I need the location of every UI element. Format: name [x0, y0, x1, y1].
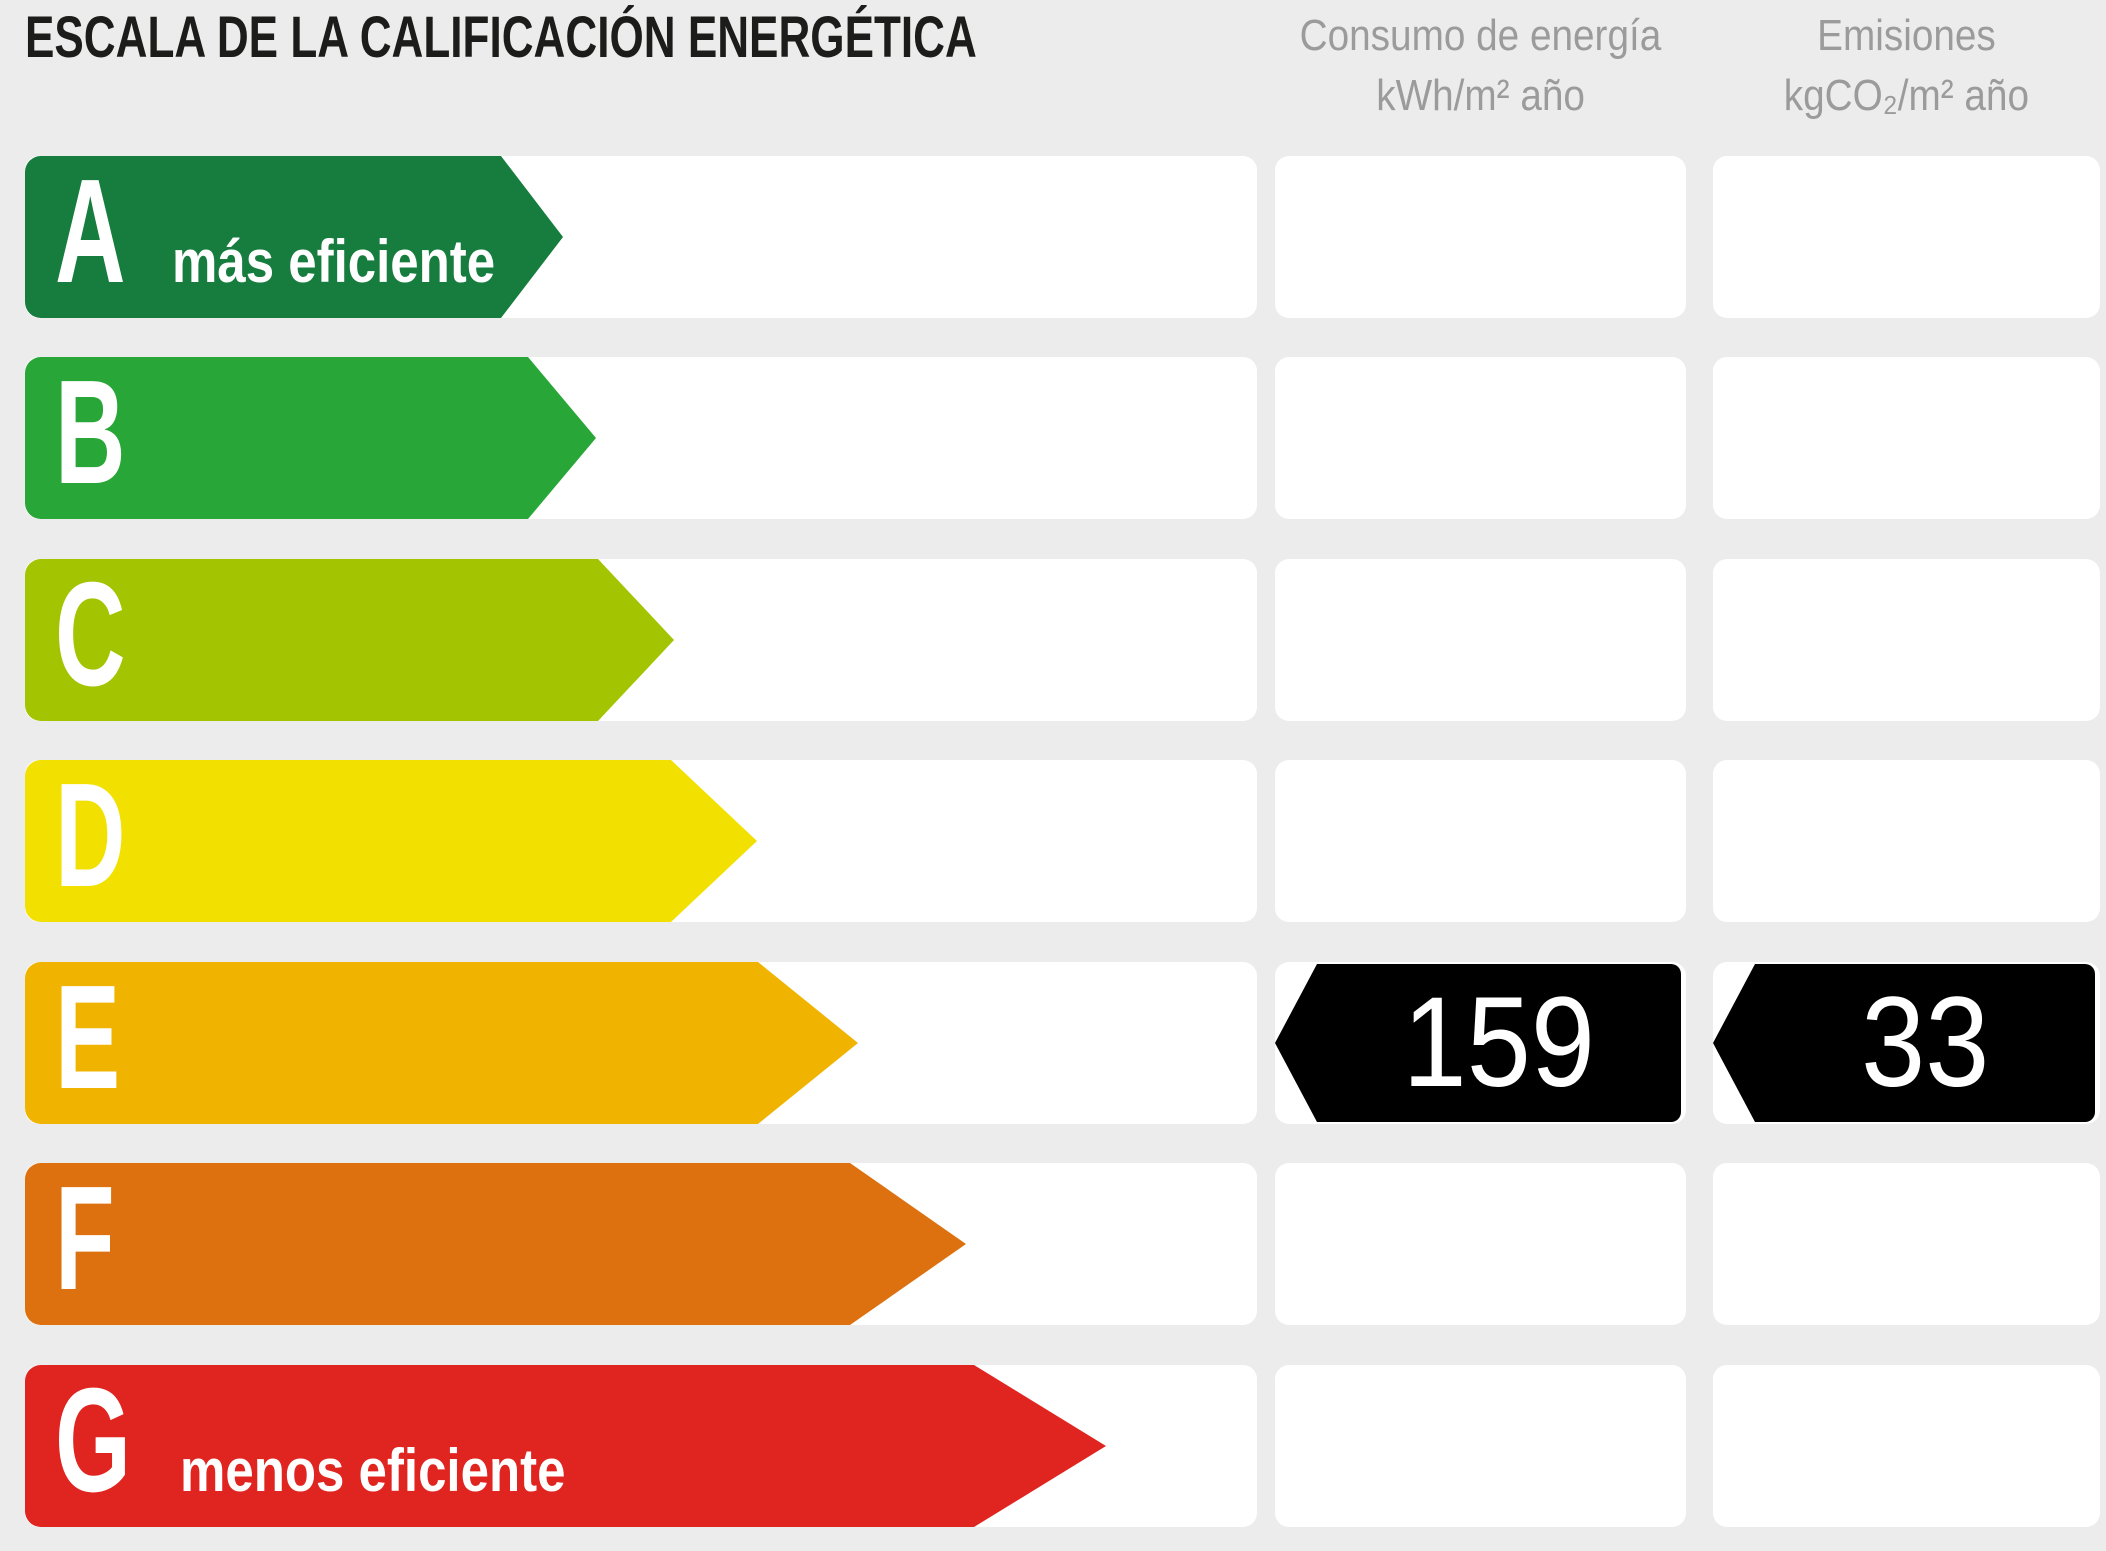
rating-note-g: menos eficiente [180, 1437, 566, 1504]
bar-track-f: F [25, 1163, 1257, 1325]
rating-bar-f: F [25, 1163, 966, 1325]
rating-letter-b: B [55, 350, 126, 515]
rating-letter-a: A [55, 149, 126, 314]
rating-letter-c: C [55, 552, 126, 717]
emissions-cell-a [1713, 156, 2100, 318]
consumption-value: 159 [1402, 971, 1596, 1114]
scale-row-a: A más eficiente [0, 156, 2106, 318]
emissions-cell-c [1713, 559, 2100, 721]
bar-track-b: B [25, 357, 1257, 519]
rating-bar-a: A más eficiente [25, 156, 563, 318]
bar-track-a: A más eficiente [25, 156, 1257, 318]
scale-row-d: D [0, 760, 2106, 922]
rating-letter-g: G [55, 1358, 131, 1523]
consumption-value-badge: 159 [1275, 964, 1681, 1122]
bar-track-g: G menos eficiente [25, 1365, 1257, 1527]
emissions-cell-b [1713, 357, 2100, 519]
rating-bar-c: C [25, 559, 674, 721]
scale-row-f: F [0, 1163, 2106, 1325]
rating-bar-e: E [25, 962, 858, 1124]
page-title: ESCALA DE LA CALIFICACIÓN ENERGÉTICA [25, 6, 1277, 70]
emissions-cell-g [1713, 1365, 2100, 1527]
rating-note-a: más eficiente [171, 228, 496, 295]
rating-bar-d: D [25, 760, 757, 922]
emissions-cell-f [1713, 1163, 2100, 1325]
scale-row-c: C [0, 559, 2106, 721]
bar-track-c: C [25, 559, 1257, 721]
emissions-column-header: Emisiones kgCO₂/m² año [1713, 6, 2100, 136]
emissions-header-line1: Emisiones [1817, 11, 1996, 60]
bar-track-e: E [25, 962, 1257, 1124]
scale-row-e: E 159 33 [0, 962, 2106, 1124]
rating-letter-e: E [55, 955, 121, 1120]
emissions-cell-e: 33 [1713, 962, 2100, 1124]
consumption-cell-a [1275, 156, 1686, 318]
rating-bar-b: B [25, 357, 596, 519]
consumption-header-line1: Consumo de energía [1299, 11, 1662, 60]
scale-row-b: B [0, 357, 2106, 519]
emissions-value-badge: 33 [1713, 964, 2095, 1122]
consumption-cell-d [1275, 760, 1686, 922]
rating-letter-d: D [55, 753, 126, 918]
bar-track-d: D [25, 760, 1257, 922]
scale-row-g: G menos eficiente [0, 1365, 2106, 1527]
consumption-cell-c [1275, 559, 1686, 721]
consumption-header-line2: kWh/m² año [1376, 71, 1585, 120]
emissions-header-line2: kgCO₂/m² año [1783, 71, 2030, 120]
emissions-cell-d [1713, 760, 2100, 922]
consumption-cell-g [1275, 1365, 1686, 1527]
page-title-text: ESCALA DE LA CALIFICACIÓN ENERGÉTICA [25, 5, 977, 70]
consumption-cell-f [1275, 1163, 1686, 1325]
rating-letter-f: F [55, 1156, 115, 1321]
consumption-cell-e: 159 [1275, 962, 1686, 1124]
emissions-value: 33 [1860, 971, 1990, 1114]
consumption-column-header: Consumo de energía kWh/m² año [1275, 6, 1686, 136]
consumption-cell-b [1275, 357, 1686, 519]
rating-bar-g: G menos eficiente [25, 1365, 1106, 1527]
